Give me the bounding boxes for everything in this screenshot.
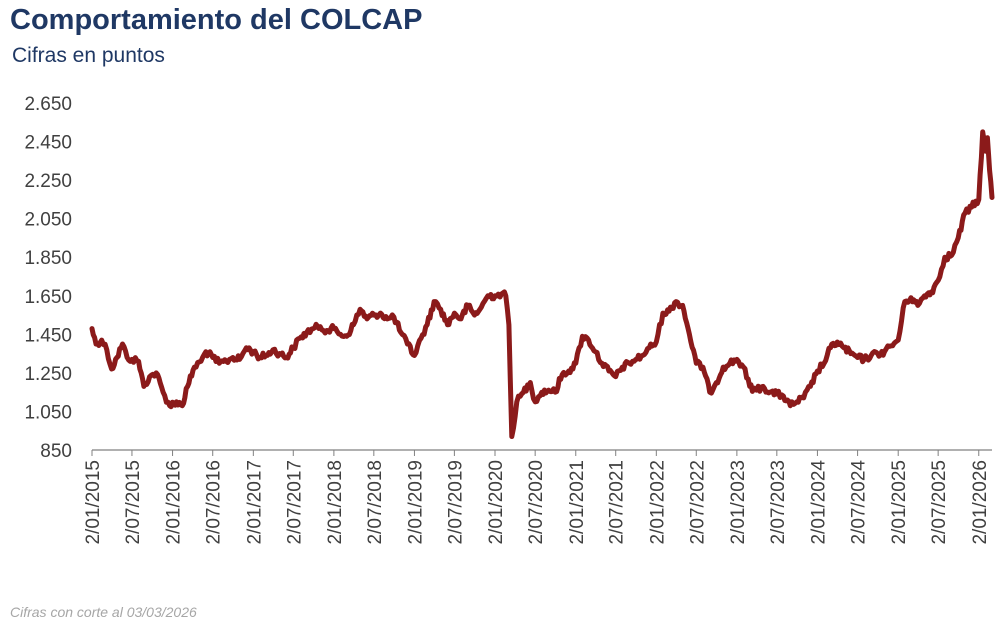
- x-tick-label: 2/01/2020: [486, 460, 507, 545]
- x-tick-label: 2/07/2022: [687, 460, 708, 545]
- x-tick-label: 2/07/2021: [607, 460, 628, 545]
- x-tick-label: 2/01/2018: [325, 460, 346, 545]
- x-tick-label: 2/07/2016: [204, 460, 225, 545]
- x-tick-label: 2/07/2017: [284, 460, 305, 545]
- chart-subtitle: Cifras en puntos: [12, 44, 165, 67]
- x-tick-label: 2/01/2016: [164, 460, 185, 545]
- x-tick-label: 2/01/2015: [83, 460, 104, 545]
- y-tick-label: 1.250: [24, 364, 72, 385]
- y-tick-label: 2.450: [24, 133, 72, 154]
- y-tick-label: 850: [40, 441, 72, 462]
- x-tick-label: 2/01/2017: [244, 460, 265, 545]
- x-tick-label: 2/01/2025: [889, 460, 910, 545]
- y-tick-label: 2.650: [24, 94, 72, 115]
- x-tick-label: 2/01/2024: [808, 460, 829, 545]
- y-tick-label: 2.250: [24, 171, 72, 192]
- line-chart: 850 1.050 1.250 1.450 1.650 1.850 2.050 2.250 2.…: [24, 94, 995, 545]
- x-tick-label: 2/07/2020: [526, 460, 547, 545]
- y-tick-label: 1.850: [24, 248, 72, 269]
- y-tick-label: 1.050: [24, 402, 72, 423]
- x-tick-label: 2/07/2015: [123, 460, 144, 545]
- series-layer: [89, 129, 995, 439]
- x-tick-label: 2/07/2025: [929, 460, 950, 545]
- x-tick-label: 2/01/2023: [728, 460, 749, 545]
- x-tick-label: 2/07/2019: [445, 460, 466, 545]
- x-tick-label: 2/07/2023: [768, 460, 789, 545]
- x-tick-label: 2/01/2019: [405, 460, 426, 545]
- footnote: Cifras con corte al 03/03/2026: [10, 604, 197, 620]
- x-tick-label: 2/01/2021: [567, 460, 588, 545]
- x-tick-label: 2/07/2024: [849, 460, 870, 545]
- x-tick-label: 2/01/2026: [970, 460, 991, 545]
- y-axis-labels: 850 1.050 1.250 1.450 1.650 1.850 2.050 2.250 2.…: [24, 94, 72, 462]
- y-tick-label: 1.450: [24, 325, 72, 346]
- y-tick-label: 1.650: [24, 287, 72, 308]
- y-tick-label: 2.050: [24, 210, 72, 231]
- x-tick-label: 2/01/2022: [647, 460, 668, 545]
- x-axis: 2/01/2015 2/07/2015 2/01/2016 2/07/2016 2/01…: [83, 449, 992, 545]
- series-line: [89, 129, 995, 439]
- chart-title: Comportamiento del COLCAP: [10, 4, 423, 36]
- x-tick-label: 2/07/2018: [365, 460, 386, 545]
